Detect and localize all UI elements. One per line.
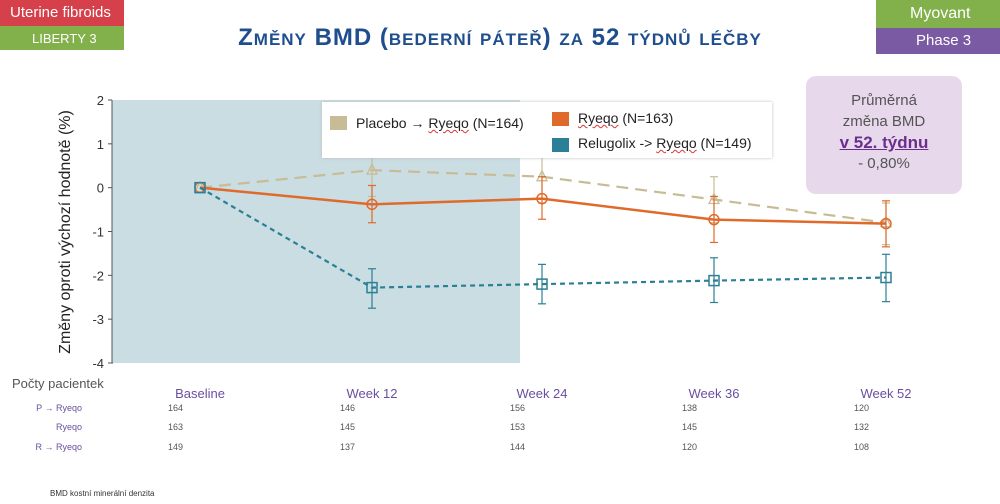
chart-legend: Placebo → Ryeqo (N=164) Ryeqo (N=163) Re… (322, 102, 772, 158)
series-line (199, 186, 887, 289)
y-tick-label: 2 (97, 93, 104, 108)
mean-change-callout: Průměrná změna BMD v 52. týdnu - 0,80% (806, 76, 962, 194)
x-tick-label: Week 12 (346, 386, 397, 401)
x-tick-label: Week 24 (516, 386, 567, 401)
page-title: Změny BMD (bederní páteř) za 52 týdnů lé… (238, 24, 762, 51)
x-tick-label: Week 52 (860, 386, 911, 401)
x-tick-label: Baseline (175, 386, 225, 401)
data-point (194, 181, 206, 194)
y-tick-label: 1 (97, 137, 104, 152)
count-cell: 146 (340, 403, 356, 413)
count-row-label: R → Ryeqo (35, 442, 82, 452)
count-cell: 120 (854, 403, 870, 413)
data-point (708, 274, 720, 287)
tag-liberty: LIBERTY 3 (0, 26, 124, 50)
count-row-label: Ryeqo (55, 422, 82, 432)
y-axis-label: Změny oproti výchozí hodnotě (%) (57, 110, 74, 354)
tag-myovant: Myovant (876, 0, 1000, 28)
data-point (366, 281, 378, 294)
count-cell: 163 (168, 422, 184, 432)
count-row-label: P → Ryeqo (36, 403, 82, 413)
count-cell: 156 (510, 403, 526, 413)
tag-uterine-fibroids: Uterine fibroids (0, 0, 124, 26)
callout-value: - 0,80% (858, 155, 910, 172)
count-cell: 144 (510, 442, 526, 452)
count-cell: 145 (340, 422, 356, 432)
data-point (536, 278, 548, 290)
y-tick-label: -4 (92, 356, 104, 371)
footnote: BMD kostní minerální denzita (50, 489, 155, 498)
data-point (536, 192, 548, 205)
count-cell: 120 (682, 442, 698, 452)
legend-swatch-relugolix (552, 138, 569, 152)
x-tick-label: Week 36 (688, 386, 739, 401)
count-cell: 137 (340, 442, 356, 452)
count-cell: 108 (854, 442, 870, 452)
count-cell: 149 (168, 442, 184, 452)
y-tick-label: -3 (92, 312, 104, 327)
callout-line-1: Průměrná (851, 92, 917, 109)
legend-placebo: Placebo → Ryeqo (N=164) (356, 115, 524, 131)
patient-counts-title: Počty pacientek (12, 376, 104, 391)
data-point (880, 217, 892, 230)
count-cell: 164 (168, 403, 184, 413)
legend-swatch-placebo (330, 116, 347, 130)
data-point (365, 162, 379, 175)
tag-phase: Phase 3 (876, 28, 1000, 54)
count-cell: 153 (510, 422, 526, 432)
count-cell: 132 (854, 422, 870, 432)
count-cell: 138 (682, 403, 698, 413)
callout-week: v 52. týdnu (839, 133, 929, 152)
data-point (366, 198, 378, 211)
legend-relugolix: Relugolix -> Ryeqo (N=149) (578, 135, 752, 151)
count-cell: 145 (682, 422, 698, 432)
legend-ryeqo: Ryeqo (N=163) (578, 110, 674, 126)
data-point (880, 271, 892, 284)
y-tick-label: -2 (92, 268, 104, 283)
y-tick-label: 0 (97, 181, 104, 196)
legend-swatch-ryeqo (552, 112, 569, 126)
series-line (199, 186, 887, 225)
data-point (708, 213, 720, 226)
callout-line-2: změna BMD (842, 113, 926, 130)
y-tick-label: -1 (92, 225, 104, 240)
